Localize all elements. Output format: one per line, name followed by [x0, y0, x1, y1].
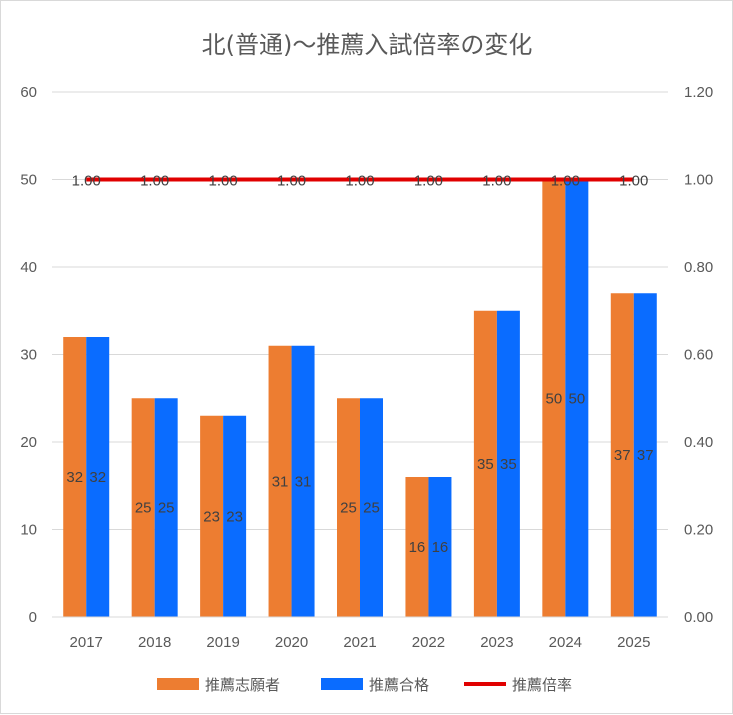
- data-label-accepted: 23: [226, 508, 243, 525]
- data-label-applicants: 25: [340, 500, 357, 517]
- data-label-applicants: 25: [135, 500, 152, 517]
- legend: 推薦志願者 推薦合格 推薦倍率: [157, 676, 572, 694]
- left-tick-label: 10: [20, 522, 37, 539]
- bar-applicants: [337, 398, 360, 617]
- data-label-accepted: 32: [89, 469, 106, 486]
- right-tick-label: 0.40: [684, 434, 713, 451]
- data-label-applicants: 16: [409, 539, 426, 556]
- bar-applicants: [131, 398, 155, 617]
- x-axis: 2017 2018 2019 2020 2021 2022 2023 2024 2025: [52, 616, 668, 651]
- bar-accepted: [633, 293, 657, 617]
- x-tick-label: 2021: [343, 634, 376, 651]
- bar-accepted: [428, 477, 452, 617]
- legend-swatch-accepted: [321, 678, 363, 690]
- data-label-accepted: 35: [500, 456, 517, 473]
- x-tick-label: 2025: [617, 634, 650, 651]
- bar-applicants: [268, 345, 292, 617]
- data-label-ratio: 1.00: [140, 173, 169, 190]
- data-label-applicants: 50: [545, 390, 562, 407]
- legend-label-ratio: 推薦倍率: [512, 676, 572, 694]
- bar-accepted: [565, 179, 589, 617]
- x-tick-label: 2018: [138, 634, 171, 651]
- legend-label-accepted: 推薦合格: [369, 676, 429, 694]
- data-label-ratio: 1.00: [277, 173, 306, 190]
- data-label-ratio: 1.00: [482, 173, 511, 190]
- left-tick-label: 50: [20, 172, 37, 189]
- bar-applicants: [63, 337, 87, 617]
- right-tick-label: 0.60: [684, 347, 713, 364]
- data-label-applicants: 37: [614, 447, 631, 464]
- bar-accepted: [496, 310, 520, 617]
- right-axis: 0.00 0.20 0.40 0.60 0.80 1.00 1.20: [684, 84, 713, 626]
- data-label-ratio: 1.00: [414, 173, 443, 190]
- data-label-ratio: 1.00: [72, 173, 101, 190]
- left-tick-label: 40: [20, 259, 37, 276]
- data-label-accepted: 37: [637, 447, 654, 464]
- data-label-applicants: 35: [477, 456, 494, 473]
- data-label-ratio: 1.00: [345, 173, 374, 190]
- data-label-accepted: 25: [158, 500, 175, 517]
- left-tick-label: 60: [20, 84, 37, 101]
- bar-applicants: [473, 310, 497, 617]
- data-label-accepted: 31: [295, 473, 312, 490]
- x-tick-label: 2020: [275, 634, 308, 651]
- bar-accepted: [86, 337, 110, 617]
- data-label-ratio: 1.00: [551, 173, 580, 190]
- bar-applicants: [405, 477, 429, 617]
- bar-applicants: [200, 415, 224, 617]
- data-label-applicants: 32: [66, 469, 83, 486]
- bar-series: [63, 179, 657, 617]
- left-tick-label: 30: [20, 347, 37, 364]
- bar-accepted: [154, 398, 178, 617]
- x-tick-label: 2023: [480, 634, 513, 651]
- data-label-ratio: 1.00: [619, 173, 648, 190]
- bar-accepted: [223, 415, 247, 617]
- x-tick-label: 2019: [206, 634, 239, 651]
- left-tick-label: 20: [20, 434, 37, 451]
- data-label-applicants: 23: [203, 508, 220, 525]
- data-label-accepted: 16: [432, 539, 449, 556]
- data-label-accepted: 50: [568, 390, 585, 407]
- bar-accepted: [360, 398, 383, 617]
- data-label-accepted: 25: [363, 500, 380, 517]
- right-tick-label: 1.20: [684, 84, 713, 101]
- right-tick-label: 0.80: [684, 259, 713, 276]
- x-tick-label: 2024: [549, 634, 582, 651]
- legend-label-applicants: 推薦志願者: [205, 676, 280, 694]
- left-axis: 0 10 20 30 40 50 60: [20, 84, 37, 626]
- bar-accepted: [291, 345, 315, 617]
- chart-title: 北(普通)〜推薦入試倍率の変化: [202, 31, 533, 59]
- bar-applicants: [610, 293, 634, 617]
- right-tick-label: 0.00: [684, 609, 713, 626]
- right-tick-label: 1.00: [684, 172, 713, 189]
- data-label-ratio: 1.00: [209, 173, 238, 190]
- left-tick-label: 0: [29, 609, 37, 626]
- bar-applicants: [542, 179, 566, 617]
- right-tick-label: 0.20: [684, 522, 713, 539]
- x-tick-label: 2022: [412, 634, 445, 651]
- legend-swatch-applicants: [157, 678, 199, 690]
- x-tick-label: 2017: [70, 634, 103, 651]
- data-label-applicants: 31: [272, 473, 289, 490]
- data-labels: 32 32 25 25 23 23 31 31 25 25 16 16 35 35 50 50 37 37 1.00…: [66, 173, 653, 557]
